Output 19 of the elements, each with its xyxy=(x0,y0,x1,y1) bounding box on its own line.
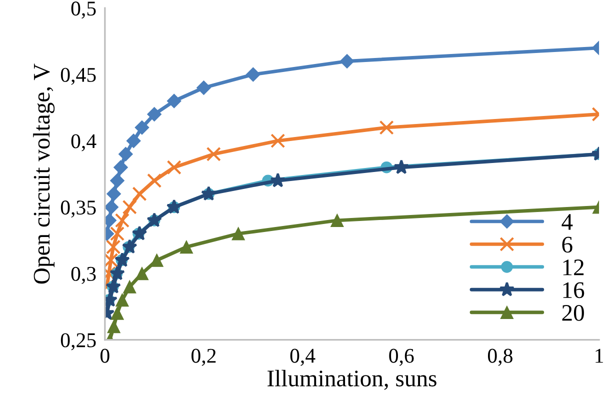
x-tick-label: 0,4 xyxy=(290,348,316,366)
y-tick-label: 0,35 xyxy=(60,200,96,218)
x-tick-label: 0 xyxy=(100,348,110,363)
y-tick-label: 0,3 xyxy=(71,266,96,284)
legend-label: 12 xyxy=(563,260,584,276)
legend-label: 20 xyxy=(562,304,584,321)
legend-label: 6 xyxy=(562,236,572,253)
y-tick-label: 0,5 xyxy=(71,2,96,19)
legend-label: 16 xyxy=(563,282,584,298)
legend-label: 4 xyxy=(562,214,573,230)
y-tick-label: 0,4 xyxy=(71,134,96,152)
x-tick-label: 0,6 xyxy=(389,348,414,366)
y-tick-label: 0,45 xyxy=(60,68,96,85)
x-tick-label: 0,8 xyxy=(488,348,512,366)
x-tick-label: 0,2 xyxy=(192,348,216,366)
x-axis-title: Illumination, suns xyxy=(268,370,436,390)
x-tick-label: 1 xyxy=(596,348,603,363)
y-axis-title: Open circuit voltage, V xyxy=(33,64,55,284)
y-tick-label: 0,25 xyxy=(60,333,96,350)
